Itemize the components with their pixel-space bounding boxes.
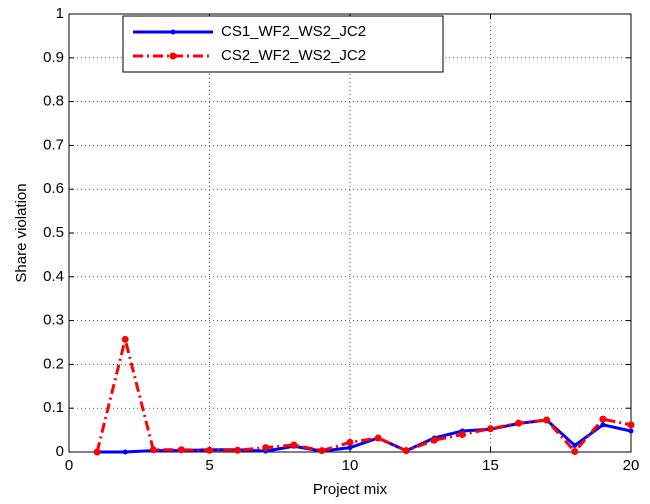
y-tick-label: 0.6	[43, 180, 64, 197]
legend-box	[122, 15, 444, 73]
point	[177, 446, 185, 454]
y-tick-label: 0.5	[43, 224, 64, 241]
x-tick-label: 10	[342, 457, 359, 474]
x-axis-label: Project mix	[313, 481, 388, 498]
legend-marker	[170, 29, 176, 35]
y-tick-label: 0.8	[43, 93, 64, 110]
point	[543, 416, 551, 424]
point	[121, 335, 129, 343]
point	[515, 419, 523, 427]
point	[600, 422, 606, 428]
y-tick-label: 0	[56, 443, 64, 460]
point	[628, 428, 634, 434]
point	[571, 448, 579, 456]
point	[599, 415, 607, 423]
y-tick-label: 0.2	[43, 355, 64, 372]
point	[290, 441, 298, 449]
y-tick-label: 0.4	[43, 268, 64, 285]
point	[458, 430, 466, 438]
x-tick-label: 0	[65, 457, 73, 474]
point	[318, 447, 326, 455]
x-tick-label: 20	[623, 457, 640, 474]
y-tick-label: 0.3	[43, 312, 64, 329]
point	[347, 445, 353, 451]
point	[402, 447, 410, 455]
point	[346, 438, 354, 446]
y-tick-label: 1	[56, 5, 64, 22]
legend-label: CS2_WF2_WS2_JC2	[221, 47, 366, 64]
point	[149, 446, 157, 454]
x-tick-label: 15	[482, 457, 499, 474]
point	[487, 425, 494, 433]
series-line	[95, 339, 632, 454]
point	[206, 446, 213, 454]
x-tick-label: 5	[205, 457, 213, 474]
legend-label: CS1_WF2_WS2_JC2	[221, 23, 366, 40]
point	[572, 442, 578, 448]
point	[262, 444, 270, 452]
point	[627, 421, 635, 429]
legend-marker	[169, 52, 177, 60]
point	[430, 436, 438, 444]
y-tick-label: 0.7	[43, 136, 64, 153]
y-tick-label: 0.1	[43, 399, 64, 416]
point	[93, 448, 101, 456]
plot-frame	[68, 13, 632, 453]
point	[234, 446, 242, 454]
y-axis-label: Share violation	[13, 183, 30, 282]
point	[122, 449, 128, 455]
point	[374, 434, 382, 442]
y-tick-label: 0.9	[43, 49, 64, 66]
